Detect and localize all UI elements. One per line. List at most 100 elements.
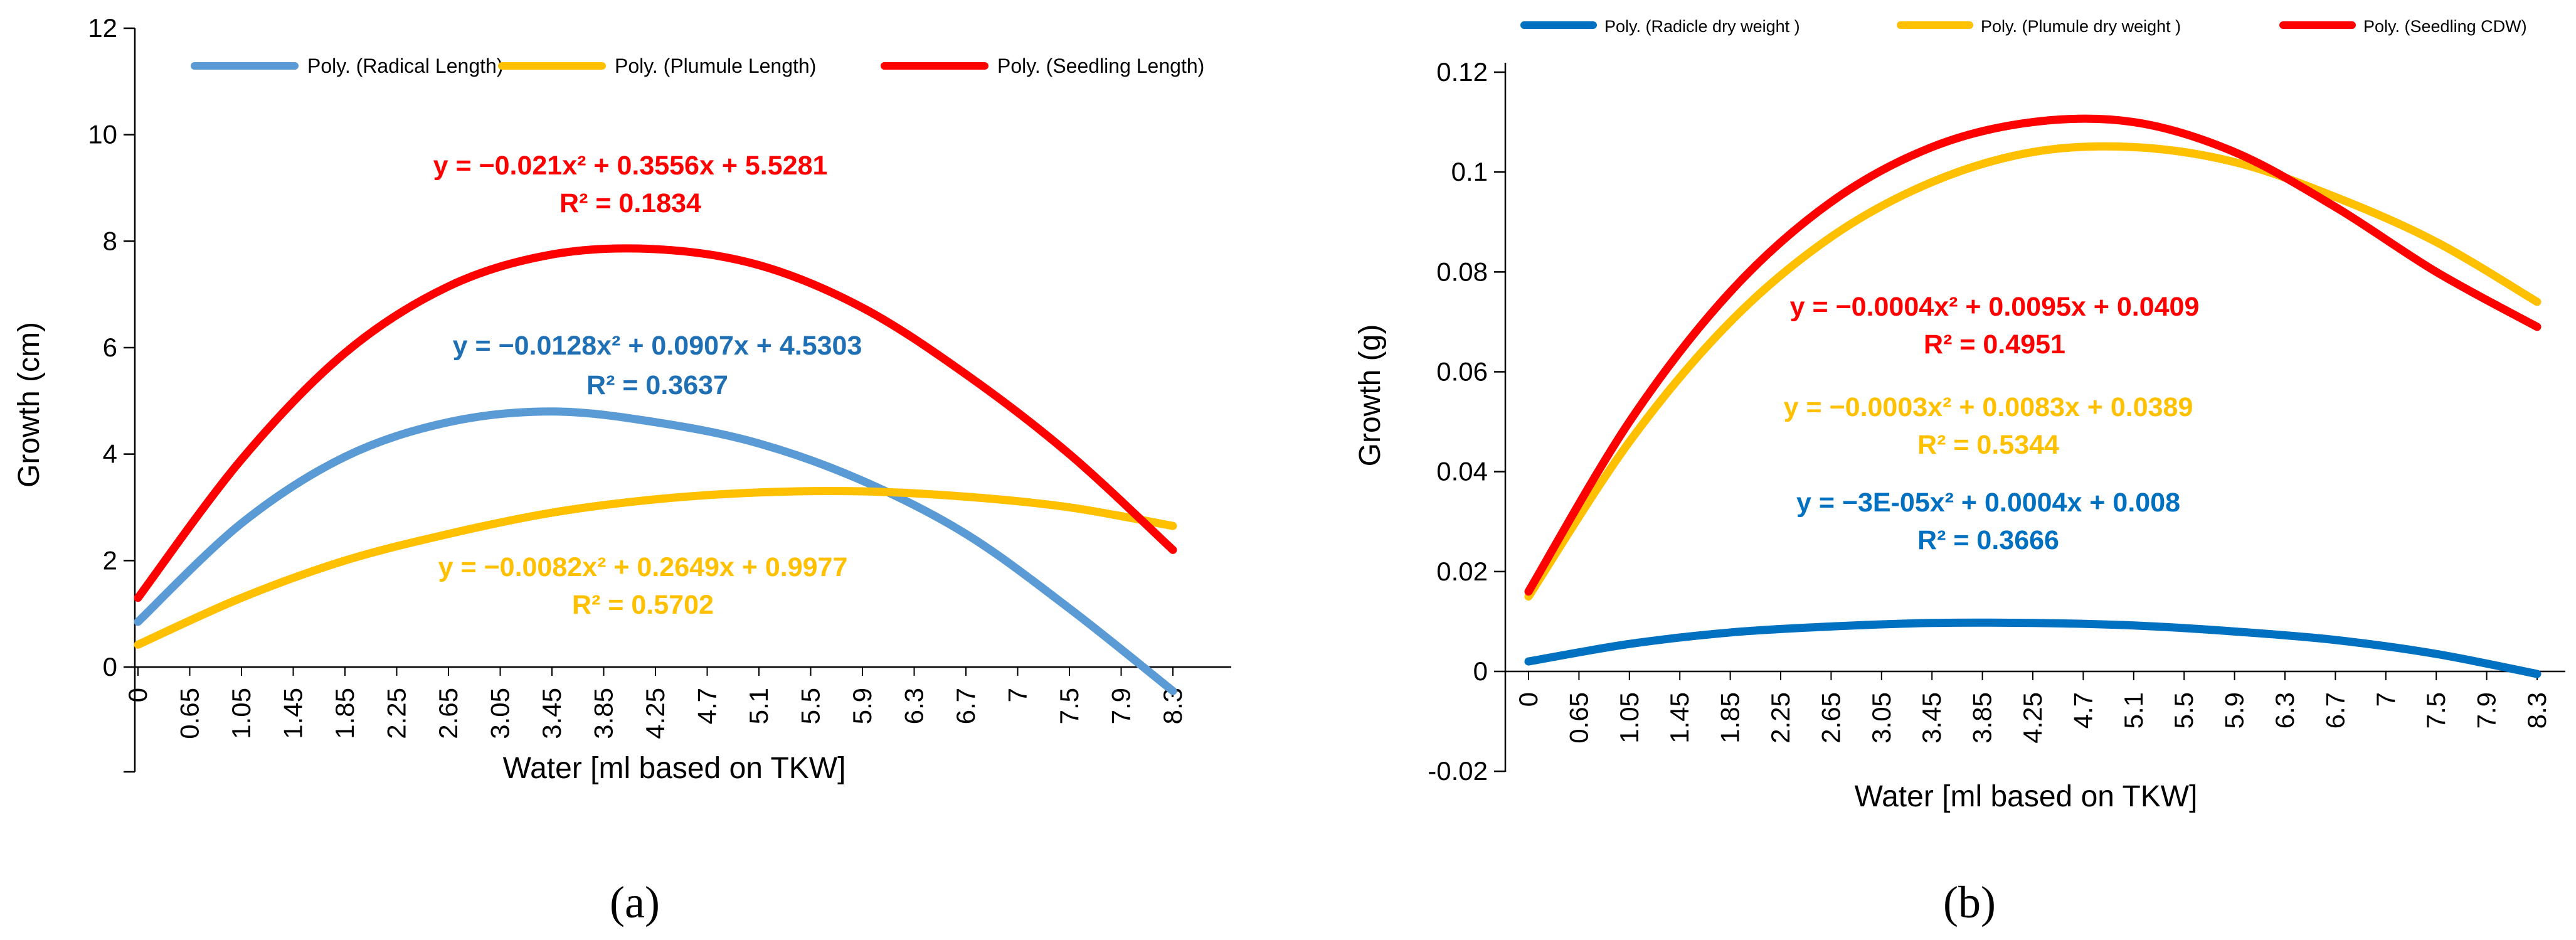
b-trend-curve-0 [1524, 618, 2542, 678]
a-x-tick-label: 7.9 [1106, 688, 1136, 724]
panel-a-axes [134, 28, 1231, 772]
b-x-tick-label: 0.65 [1564, 692, 1593, 744]
b-x-tick-label: 3.05 [1867, 692, 1896, 744]
b-trend-curve-1 [1524, 142, 2542, 601]
a-x-tick-label: 6.7 [951, 688, 980, 724]
panel-b-y-ticks: -0.02 0 0.02 0.04 0.06 0.08 0.1 0.12 [1428, 57, 1505, 786]
a-x-tick-label: 3.45 [537, 688, 566, 739]
b-x-tick-label: 5.5 [2169, 692, 2198, 729]
a-legend-label: Poly. (Seedling Length) [997, 55, 1204, 77]
b-y-tick-label: 0.12 [1436, 57, 1488, 87]
a-y-tick-label: 8 [103, 226, 117, 255]
b-x-tick-label: 2.25 [1766, 692, 1795, 744]
b-y-tick-label: 0.04 [1436, 457, 1488, 486]
b-x-tick-label: 1.85 [1715, 692, 1745, 744]
a-x-tick-label: 1.05 [226, 688, 256, 739]
panel-a-chart: 0 2 4 6 8 10 12 0 0.65 1.05 1.45 1.85 2.25 2.65 3.05 3… [13, 13, 1231, 927]
b-x-tick-label: 5.1 [2119, 692, 2148, 729]
a-trend-curve-1 [134, 487, 1177, 649]
a-x-tick-label: 0.65 [175, 688, 204, 739]
panel-b-legend: Poly. (Radicle dry weight ) Poly. (Plumul… [1520, 17, 2527, 36]
a-x-tick-label: 2.65 [433, 688, 463, 739]
panel-a-y-axis-title: Growth (cm) [13, 322, 46, 488]
b-y-tick-label: 0.06 [1436, 357, 1488, 387]
panel-b-equations: y = −0.0004x² + 0.0095x + 0.0409 R² = 0.4… [1784, 292, 2200, 555]
b-y-tick-label: -0.02 [1428, 756, 1488, 786]
b-x-tick-label: 2.65 [1816, 692, 1845, 744]
a-y-tick-label: 6 [103, 333, 117, 362]
a-r2-label: R² = 0.1834 [559, 188, 701, 218]
panel-b-x-ticks: 0 0.65 1.05 1.45 1.85 2.25 2.65 3.05 3.45 3.85 4.2… [1513, 671, 2552, 744]
a-r2-label: R² = 0.5702 [572, 590, 714, 620]
b-x-tick-label: 0 [1513, 692, 1543, 707]
a-x-tick-label: 7.5 [1054, 688, 1084, 724]
b-legend-label: Poly. (Seedling CDW) [2363, 17, 2527, 36]
panel-a-curves [134, 244, 1177, 695]
b-x-tick-label: 7.9 [2472, 692, 2501, 729]
a-y-tick-label: 0 [103, 652, 117, 681]
a-legend-label: Poly. (Plumule Length) [615, 55, 816, 77]
b-trend-curve-2 [1524, 114, 2542, 596]
panel-a-x-ticks: 0 0.65 1.05 1.45 1.85 2.25 2.65 3.05 3.45 3.85 4.2… [123, 667, 1187, 739]
a-y-tick-label: 12 [88, 13, 117, 43]
b-y-tick-label: 0.02 [1436, 557, 1488, 586]
a-x-tick-label: 4.7 [692, 688, 722, 724]
b-x-tick-label: 8.3 [2522, 692, 2552, 729]
panel-b-y-axis-title: Growth (g) [1354, 324, 1387, 467]
a-x-tick-label: 6.3 [899, 688, 929, 724]
b-x-tick-label: 7.5 [2421, 692, 2451, 729]
a-equation-label: y = −0.0128x² + 0.0907x + 4.5303 [453, 331, 862, 361]
b-x-tick-label: 1.45 [1665, 692, 1694, 744]
panel-b-x-axis-title: Water [ml based on TKW] [1855, 780, 2198, 813]
a-r2-label: R² = 0.3637 [586, 370, 728, 400]
b-legend-label: Poly. (Plumule dry weight ) [1981, 17, 2181, 36]
a-x-tick-label: 3.85 [589, 688, 618, 739]
panel-a-x-axis-title: Water [ml based on TKW] [503, 752, 846, 785]
a-equation-label: y = −0.021x² + 0.3556x + 5.5281 [433, 151, 828, 181]
a-x-tick-label: 7 [1003, 688, 1032, 702]
panel-a-y-ticks: 0 2 4 6 8 10 12 [88, 13, 135, 773]
b-x-tick-label: 6.7 [2320, 692, 2350, 729]
b-r2-label: R² = 0.4951 [1924, 329, 2065, 360]
b-x-tick-label: 3.85 [1968, 692, 1997, 744]
b-x-tick-label: 6.3 [2270, 692, 2299, 729]
a-x-tick-label: 1.45 [278, 688, 308, 739]
panel-b-chart: -0.02 0 0.02 0.04 0.06 0.08 0.1 0.12 0 0.65 1.05 1… [1354, 17, 2565, 927]
b-y-tick-label: 0.08 [1436, 257, 1488, 286]
panel-b-axes [1504, 63, 2565, 772]
panel-b-label: (b) [1943, 877, 1996, 927]
a-x-tick-label: 3.05 [485, 688, 515, 739]
a-x-tick-label: 1.85 [330, 688, 359, 739]
a-x-tick-label: 0 [123, 688, 152, 702]
a-equation-label: y = −0.0082x² + 0.2649x + 0.9977 [438, 552, 848, 582]
a-x-tick-label: 5.5 [796, 688, 825, 724]
a-x-tick-label: 5.9 [847, 688, 877, 724]
b-r2-label: R² = 0.3666 [1917, 525, 2059, 555]
b-equation-label: y = −3E-05x² + 0.0004x + 0.008 [1796, 488, 2180, 518]
b-r2-label: R² = 0.5344 [1917, 430, 2059, 460]
panel-a-equations: y = −0.021x² + 0.3556x + 5.5281 R² = 0.18… [433, 151, 862, 620]
a-y-tick-label: 4 [103, 439, 117, 469]
b-x-tick-label: 1.05 [1614, 692, 1644, 744]
b-x-tick-label: 5.9 [2220, 692, 2249, 729]
a-trend-curve-2 [134, 244, 1177, 602]
b-y-tick-label: 0 [1473, 656, 1488, 686]
panel-b-curves [1524, 114, 2542, 678]
b-x-tick-label: 7 [2371, 692, 2400, 707]
a-x-tick-label: 2.25 [382, 688, 411, 739]
panel-a-legend: Poly. (Radical Length) Poly. (Plumule Len… [191, 55, 1204, 77]
b-legend-label: Poly. (Radicle dry weight ) [1604, 17, 1800, 36]
b-equation-label: y = −0.0004x² + 0.0095x + 0.0409 [1790, 292, 2200, 322]
a-y-tick-label: 10 [88, 120, 117, 149]
a-x-tick-label: 4.25 [640, 688, 670, 739]
b-y-tick-label: 0.1 [1451, 157, 1488, 186]
b-x-tick-label: 4.7 [2068, 692, 2097, 729]
a-trend-curve-0 [134, 407, 1177, 695]
b-x-tick-label: 3.45 [1917, 692, 1946, 744]
a-y-tick-label: 2 [103, 545, 117, 575]
a-legend-label: Poly. (Radical Length) [307, 55, 503, 77]
a-x-tick-label: 5.1 [744, 688, 773, 724]
panel-a-label: (a) [610, 877, 660, 927]
b-x-tick-label: 4.25 [2018, 692, 2047, 744]
